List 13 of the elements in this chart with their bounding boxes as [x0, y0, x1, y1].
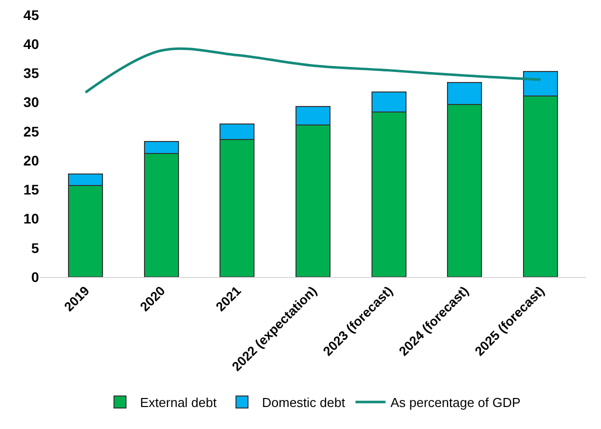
y-tick-label: 15 — [23, 182, 40, 198]
legend-label: Domestic debt — [262, 395, 346, 410]
y-tick-label: 40 — [23, 36, 40, 52]
y-tick-label: 0 — [31, 268, 40, 285]
y-tick-label: 20 — [23, 152, 40, 168]
y-tick-label: 10 — [23, 210, 40, 227]
legend-label: External debt — [140, 395, 217, 410]
y-tick-label: 25 — [23, 123, 40, 140]
y-tick-label: 35 — [23, 65, 40, 82]
y-tick-label: 45 — [23, 6, 40, 23]
legend-label: As percentage of GDP — [390, 395, 521, 410]
y-tick-label: 5 — [31, 240, 40, 256]
y-tick-label: 30 — [23, 94, 40, 110]
